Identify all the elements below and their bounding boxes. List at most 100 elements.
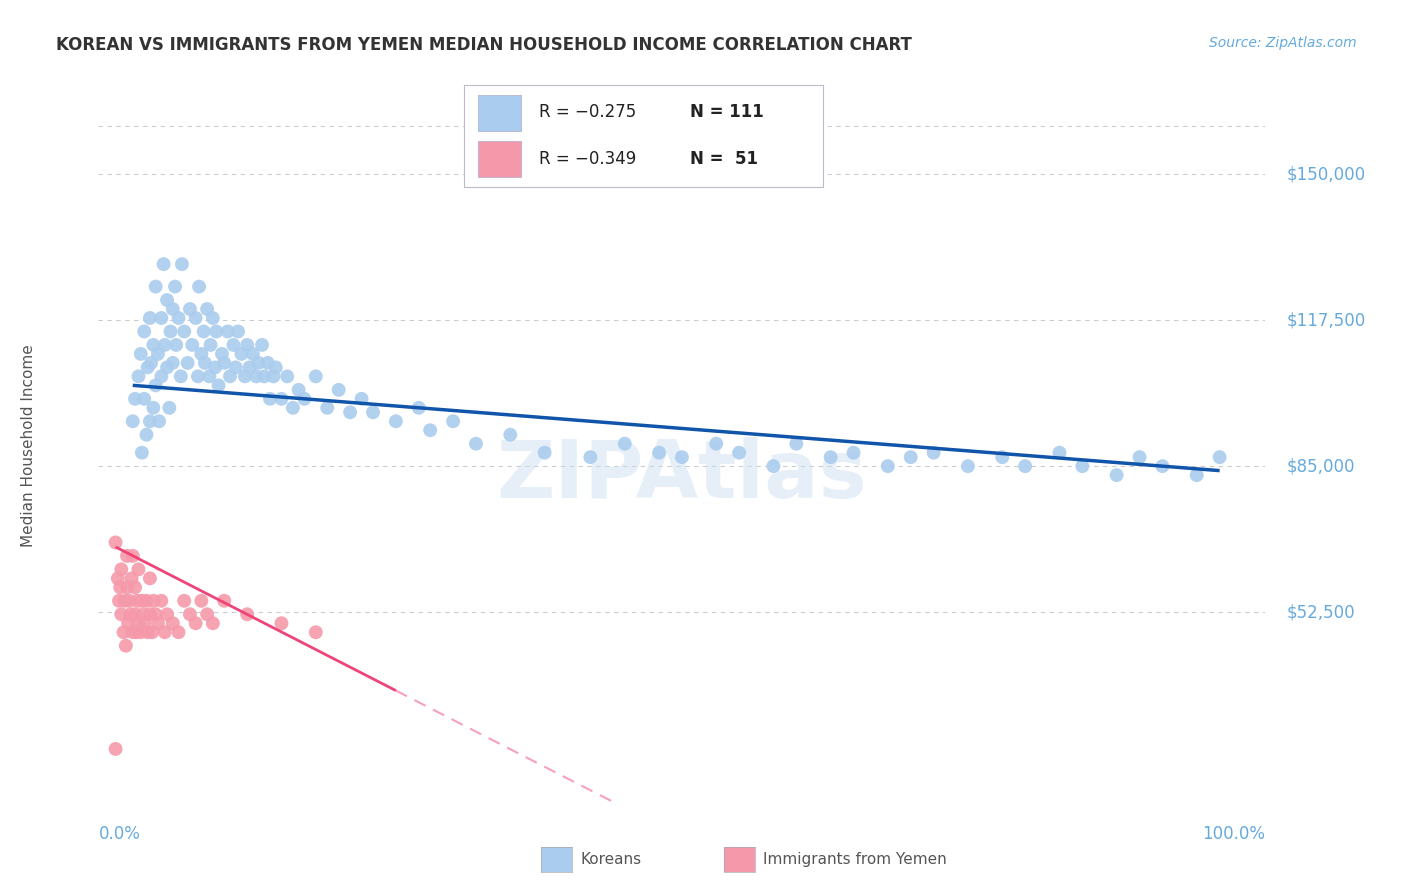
Text: $150,000: $150,000 <box>1286 165 1365 184</box>
Point <box>250 338 273 352</box>
Point <box>135 594 157 608</box>
Point <box>179 301 201 316</box>
Point <box>499 427 522 442</box>
Text: Source: ZipAtlas.com: Source: ZipAtlas.com <box>1209 36 1357 50</box>
Point <box>190 347 212 361</box>
Point <box>139 414 162 428</box>
Point <box>145 279 167 293</box>
Point <box>922 445 945 459</box>
Point <box>131 594 153 608</box>
Point <box>129 625 152 640</box>
Point <box>292 392 315 406</box>
Point <box>305 369 328 384</box>
Point <box>1128 450 1150 465</box>
Point <box>1185 468 1208 483</box>
Text: $85,000: $85,000 <box>1286 457 1355 475</box>
Point <box>211 347 233 361</box>
Point <box>247 356 270 370</box>
Point <box>1152 459 1174 474</box>
Point <box>134 392 156 406</box>
Point <box>441 414 464 428</box>
Point <box>114 594 136 608</box>
Point <box>579 450 602 465</box>
Point <box>157 401 180 415</box>
Point <box>184 616 207 631</box>
Point <box>108 594 131 608</box>
Point <box>139 571 162 585</box>
Point <box>262 369 284 384</box>
Point <box>245 369 267 384</box>
Point <box>141 625 163 640</box>
Point <box>117 616 139 631</box>
Point <box>350 392 373 406</box>
Text: $52,500: $52,500 <box>1286 603 1355 621</box>
Text: Median Household Income: Median Household Income <box>21 344 35 548</box>
Point <box>419 423 441 437</box>
Point <box>205 325 228 339</box>
Point <box>139 607 162 622</box>
Point <box>142 401 165 415</box>
Point <box>820 450 842 465</box>
Point <box>533 445 555 459</box>
Point <box>108 580 131 594</box>
Point <box>146 616 169 631</box>
Point <box>876 459 898 474</box>
Point <box>107 571 129 585</box>
Point <box>139 311 162 326</box>
Point <box>270 392 292 406</box>
Point <box>1071 459 1094 474</box>
Point <box>236 607 259 622</box>
Point <box>156 607 179 622</box>
Point <box>150 311 173 326</box>
Point <box>231 347 253 361</box>
Point <box>385 414 408 428</box>
Point <box>214 594 236 608</box>
Point <box>162 301 184 316</box>
Point <box>184 311 207 326</box>
Text: 100.0%: 100.0% <box>1202 825 1265 843</box>
Point <box>162 356 184 370</box>
Point <box>173 594 195 608</box>
Point <box>259 392 281 406</box>
Point <box>728 445 751 459</box>
Point <box>135 427 157 442</box>
Point <box>179 607 201 622</box>
Point <box>198 369 221 384</box>
Point <box>201 616 224 631</box>
Text: R = −0.349: R = −0.349 <box>540 150 637 168</box>
Point <box>156 360 179 375</box>
Point <box>170 369 193 384</box>
Point <box>256 356 278 370</box>
Point <box>129 347 152 361</box>
Point <box>150 594 173 608</box>
Point <box>167 311 190 326</box>
Point <box>193 325 215 339</box>
Point <box>200 338 222 352</box>
Point <box>136 625 159 640</box>
Point <box>104 742 127 756</box>
Point <box>121 571 143 585</box>
Point <box>204 360 226 375</box>
Point <box>125 625 148 640</box>
Point <box>671 450 693 465</box>
Point <box>465 436 488 450</box>
Point <box>110 607 132 622</box>
Text: 0.0%: 0.0% <box>98 825 141 843</box>
Point <box>131 445 153 459</box>
Point <box>173 325 195 339</box>
Point <box>242 347 264 361</box>
Point <box>121 549 143 563</box>
Point <box>328 383 350 397</box>
Point <box>361 405 384 419</box>
Point <box>121 414 143 428</box>
Point <box>219 369 242 384</box>
Bar <box>478 141 522 177</box>
Point <box>339 405 361 419</box>
Point <box>159 325 181 339</box>
Text: R = −0.275: R = −0.275 <box>540 103 637 121</box>
Text: N = 111: N = 111 <box>690 103 763 121</box>
Point <box>214 356 236 370</box>
Point <box>1014 459 1036 474</box>
Point <box>253 369 276 384</box>
Point <box>170 257 193 271</box>
